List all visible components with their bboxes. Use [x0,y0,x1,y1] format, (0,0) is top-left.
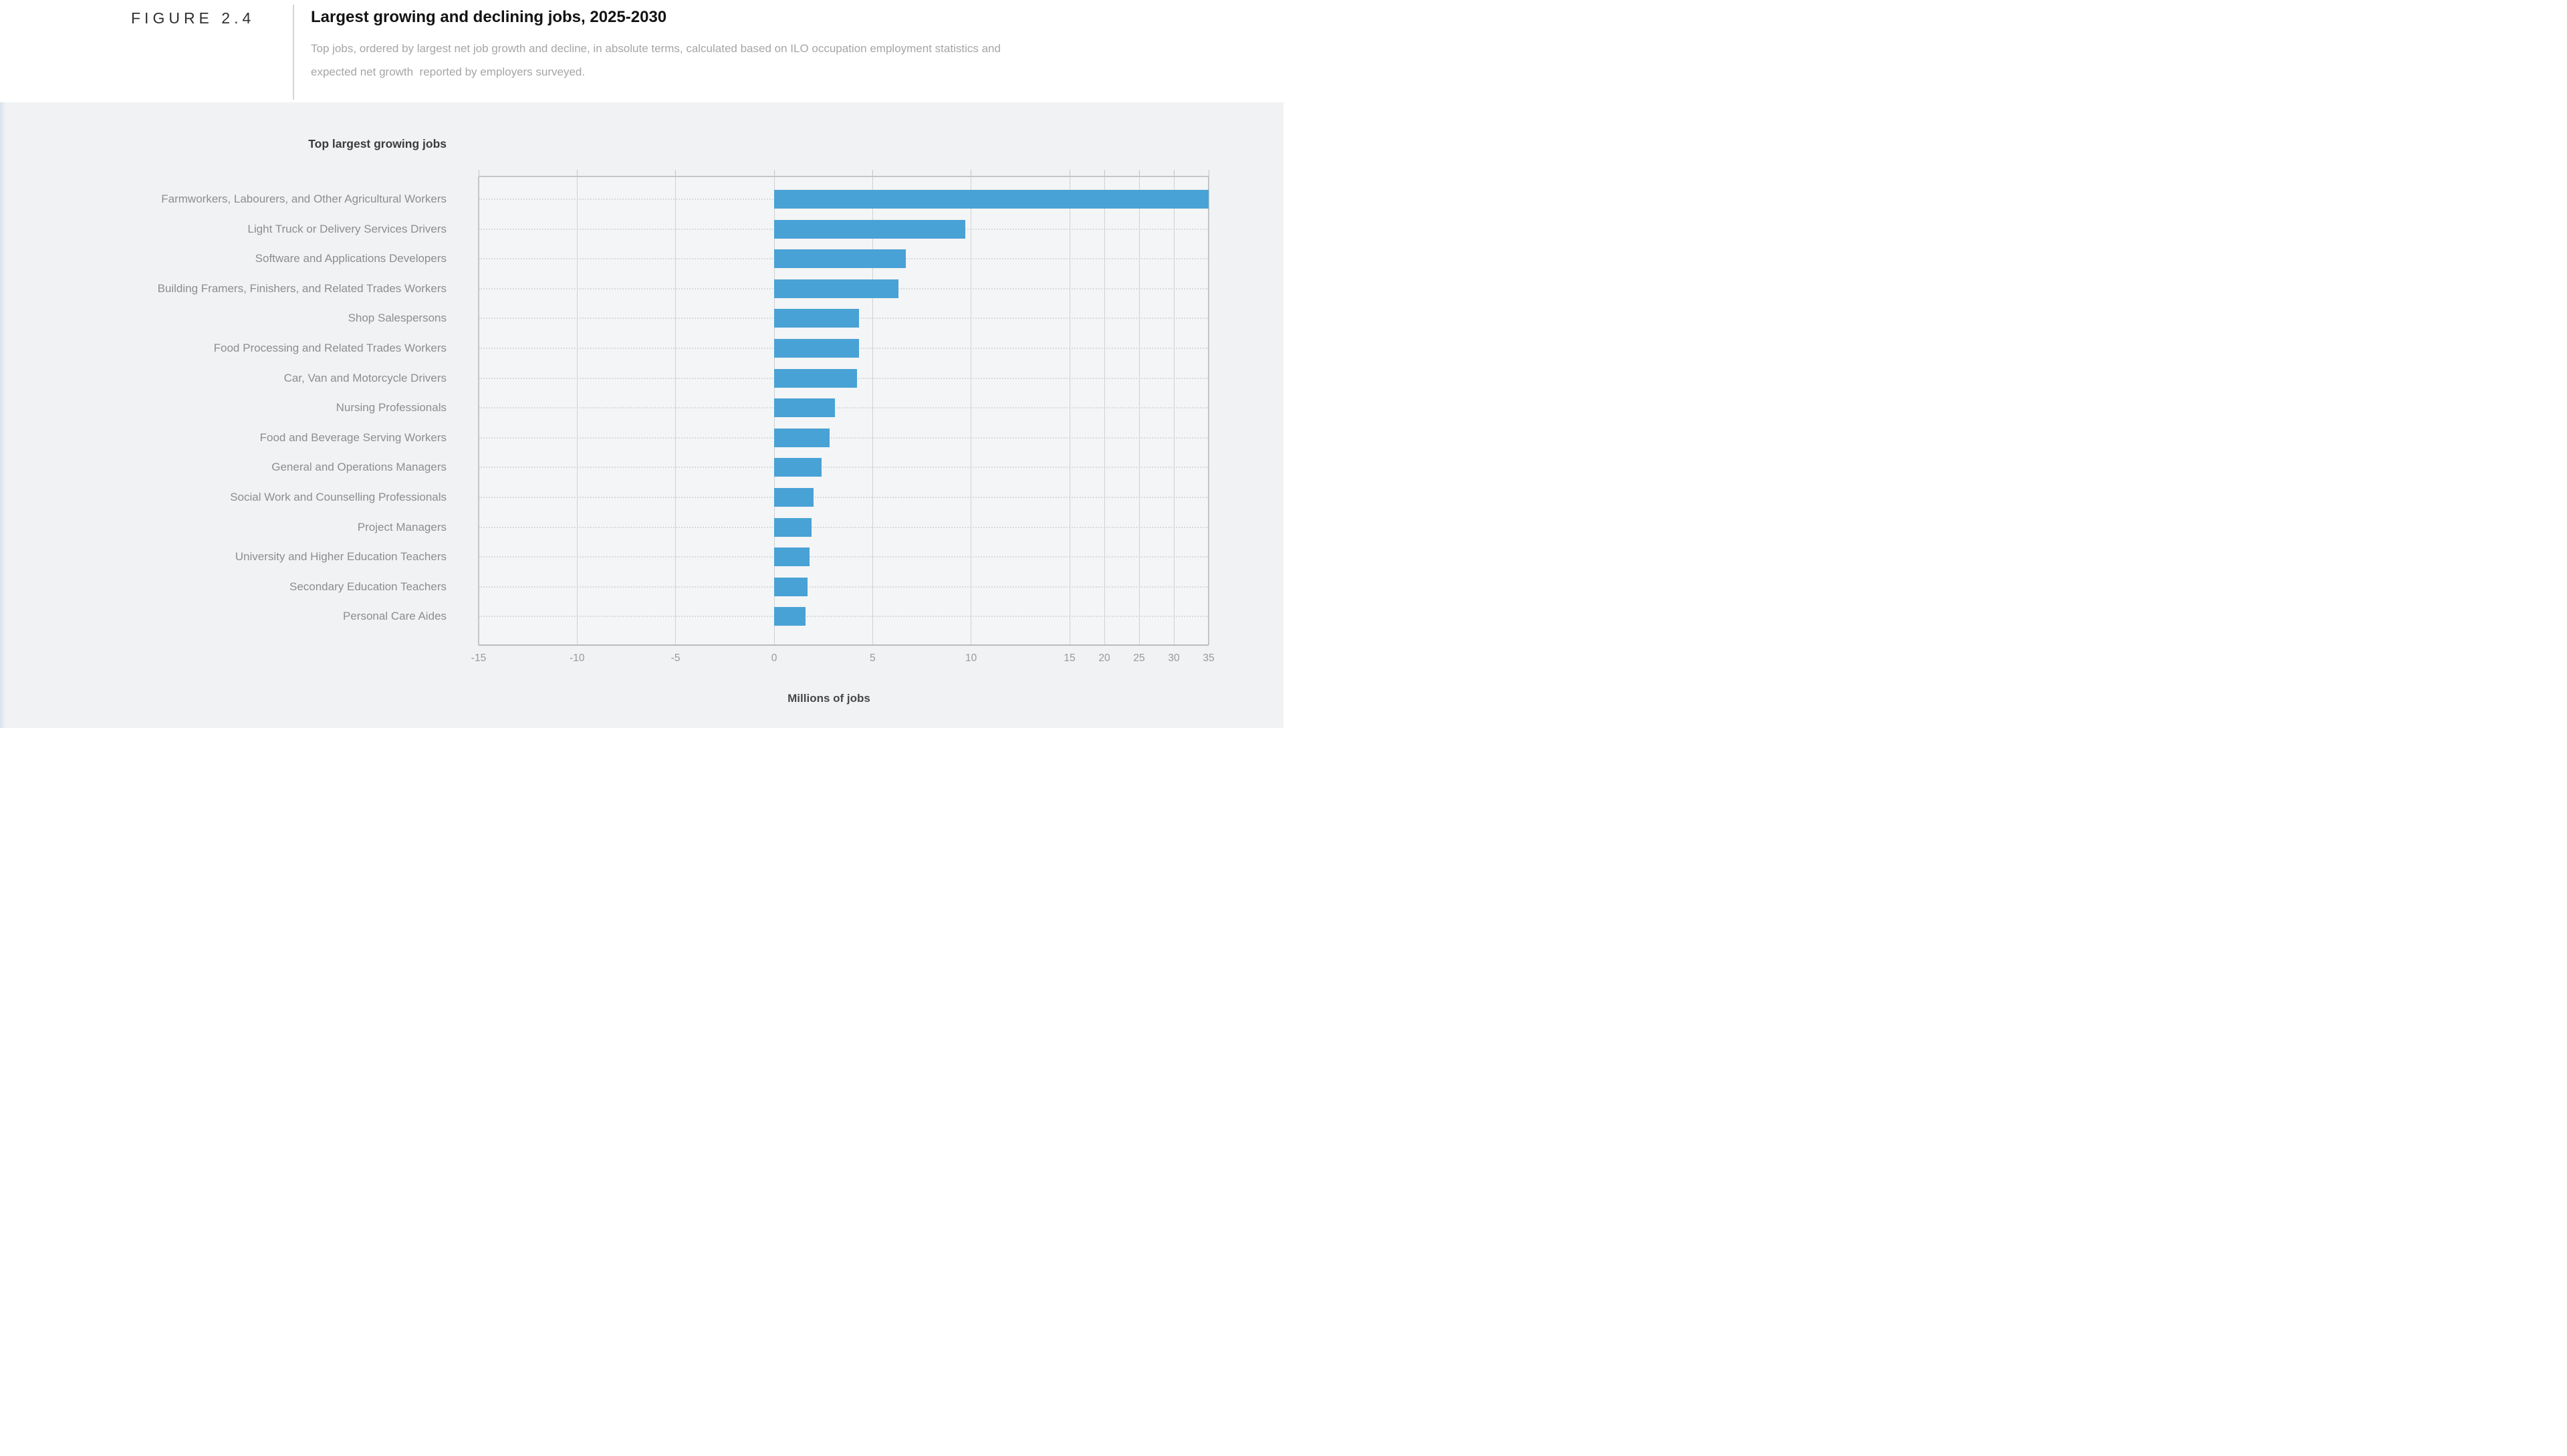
x-tick-label: -10 [570,652,585,664]
category-label: Car, Van and Motorcycle Drivers [283,371,447,384]
gridline-30 [1173,176,1175,645]
row-guide-dotted-line [479,467,1209,469]
x-tick-label: 35 [1203,652,1215,664]
chart-section-heading: Top largest growing jobs [308,137,447,150]
header-divider [293,5,294,100]
x-tick-label: -5 [670,652,681,664]
bar [774,428,830,447]
category-label: General and Operations Managers [271,461,447,474]
bar [774,488,814,507]
category-label: Building Framers, Finishers, and Related… [157,281,447,295]
gridline-35 [1208,176,1209,645]
gridline-5 [872,176,873,645]
row-guide-dotted-line [479,616,1209,618]
row-guide-dotted-line [479,556,1209,558]
bar [774,309,859,328]
x-tick-label: 30 [1168,652,1180,664]
category-label: Food and Beverage Serving Workers [259,431,447,444]
figure-number-label: FIGURE 2.4 [131,9,255,27]
figure-title: Largest growing and declining jobs, 2025… [311,8,667,26]
bar [774,398,836,418]
x-axis-line [479,644,1209,646]
x-tick-label: 20 [1098,652,1110,664]
tick-mark-5 [872,170,873,176]
category-label: Farmworkers, Labourers, and Other Agricu… [161,193,447,205]
bar [774,219,965,239]
bar [774,339,859,358]
row-guide-dotted-line [479,586,1209,588]
left-accent-strip [0,102,5,728]
category-label: Software and Applications Developers [255,252,447,265]
gridline--10 [576,176,578,645]
x-axis-title: Millions of jobs [787,692,870,705]
bar [774,368,857,388]
bar [774,249,906,269]
plot-area [479,176,1209,645]
figure-page: FIGURE 2.4 Largest growing and declining… [0,0,1284,728]
gridline-25 [1138,176,1140,645]
row-guide-dotted-line [479,407,1209,409]
x-tick-label: -15 [471,652,487,664]
category-label: Personal Care Aides [343,610,447,623]
row-guide-dotted-line [479,497,1209,498]
figure-subtitle: Top jobs, ordered by largest net job gro… [311,42,1001,78]
row-guide-dotted-line [479,437,1209,439]
tick-mark--5 [675,170,677,176]
bar [774,190,1209,209]
x-tick-label: 5 [870,652,876,664]
category-label: Food Processing and Related Trades Worke… [213,342,447,354]
bar [774,517,812,537]
plot-top-border [479,176,1209,177]
category-label: University and Higher Education Teachers [235,550,447,564]
x-tick-label: 10 [965,652,977,664]
bar [774,577,808,596]
bar [774,458,822,477]
category-label: Light Truck or Delivery Services Drivers [247,222,447,235]
bar [774,548,810,567]
category-label: Secondary Education Teachers [289,580,447,593]
x-tick-label: 15 [1064,652,1076,664]
row-guide-dotted-line [479,526,1209,528]
bar-chart: -15 -10 -5 0 5 10 15 20 25 30 35 Farmworkers, Labou… [0,0,1284,728]
bar [774,607,806,626]
gridline--15 [478,176,479,645]
gridline-20 [1104,176,1105,645]
tick-mark-25 [1138,170,1140,176]
x-tick-label: 25 [1133,652,1145,664]
category-label: Project Managers [357,520,447,533]
x-tick-label: 0 [771,652,777,664]
tick-mark-20 [1104,170,1105,176]
tick-mark-30 [1173,170,1175,176]
category-label: Shop Salespersons [348,312,447,325]
gridline--5 [675,176,677,645]
tick-mark--10 [576,170,578,176]
tick-mark-0 [773,170,775,176]
category-label: Nursing Professionals [336,401,447,414]
category-label: Social Work and Counselling Professional… [230,491,447,503]
bar [774,279,898,298]
